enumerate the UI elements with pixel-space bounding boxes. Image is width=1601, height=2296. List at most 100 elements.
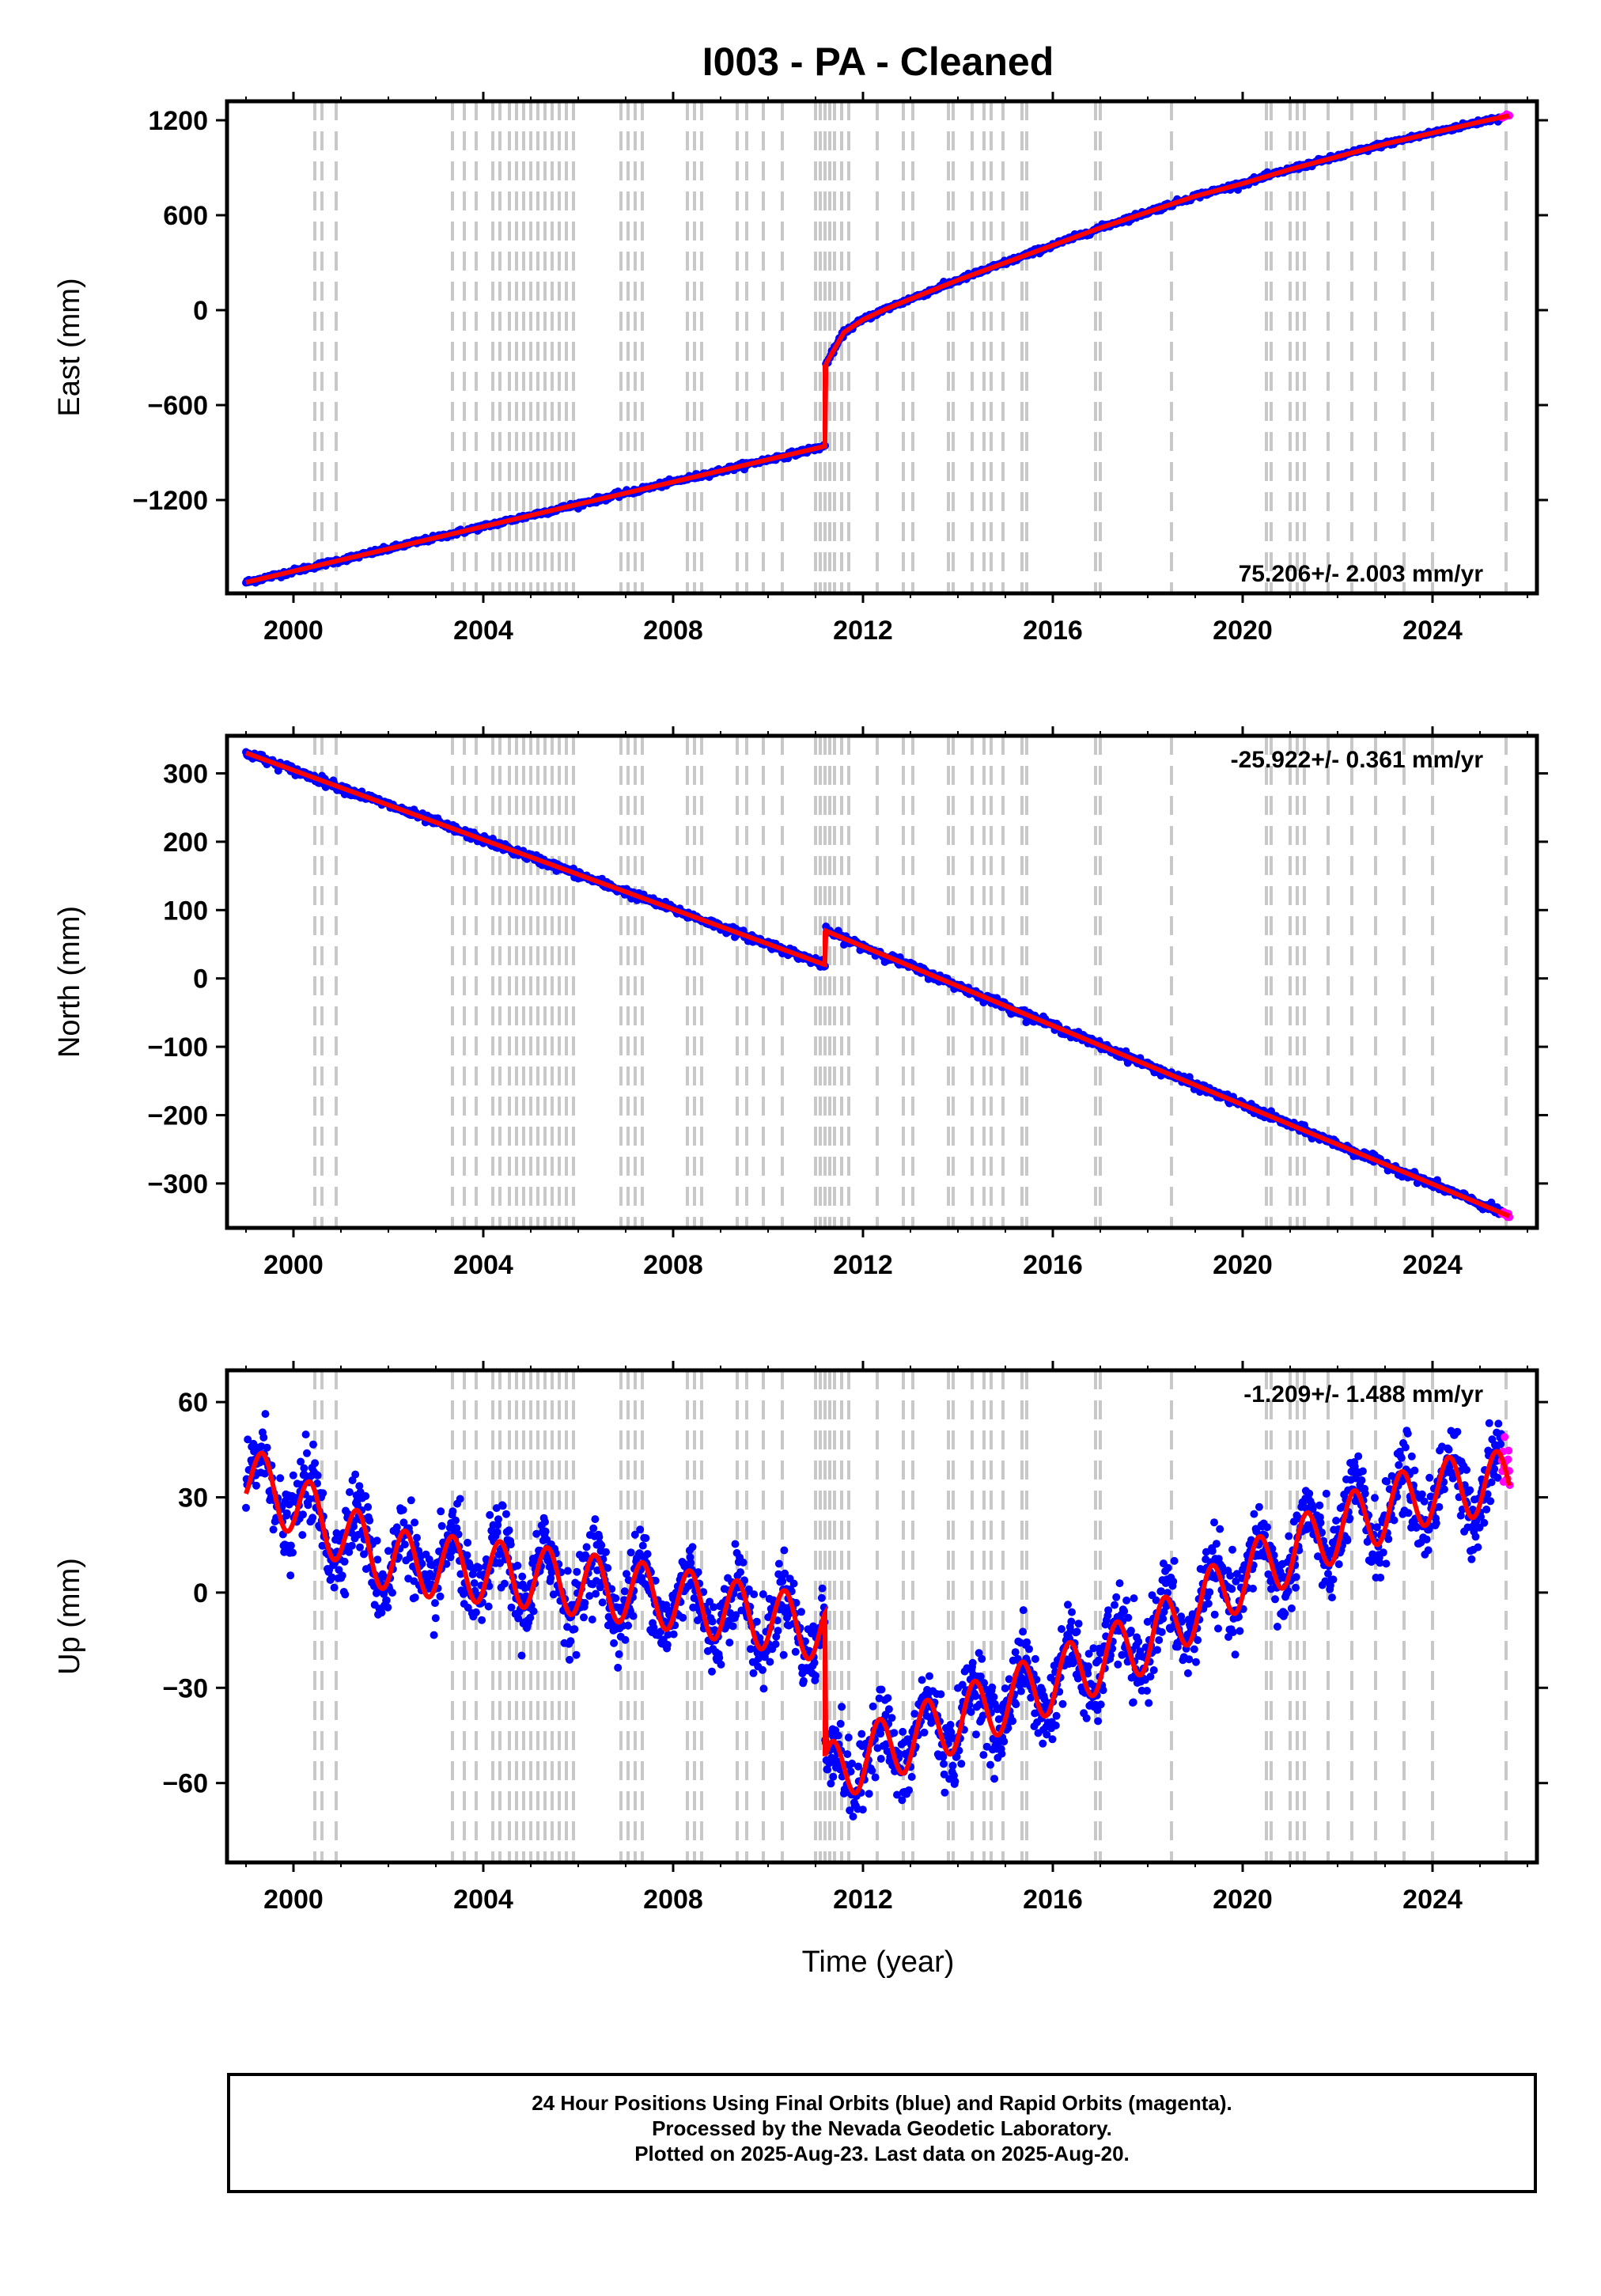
data-point — [588, 1616, 596, 1623]
data-point — [526, 1613, 535, 1622]
data-point — [636, 1525, 645, 1534]
data-point — [1068, 1608, 1076, 1616]
data-point — [629, 1612, 638, 1620]
data-point — [411, 1518, 419, 1527]
x-tick-label: 2016 — [1023, 1250, 1083, 1280]
data-point — [843, 1750, 852, 1759]
data-point — [1009, 1717, 1017, 1726]
data-point — [951, 1777, 959, 1786]
data-point — [781, 1569, 789, 1578]
data-point — [1305, 1489, 1314, 1498]
data-point — [1292, 1583, 1300, 1592]
data-point — [895, 1750, 904, 1759]
data-point — [592, 1589, 600, 1598]
data-point — [624, 1621, 633, 1630]
data-point — [1226, 1571, 1235, 1580]
data-point — [1228, 1545, 1236, 1554]
data-point — [377, 1608, 386, 1617]
data-point — [365, 1516, 374, 1525]
data-point — [1192, 1658, 1200, 1666]
data-point — [708, 1667, 716, 1676]
data-point — [301, 1430, 310, 1439]
data-point — [759, 1590, 767, 1598]
data-point — [759, 1665, 766, 1674]
data-point — [865, 1790, 873, 1798]
data-point — [957, 1760, 966, 1768]
data-point — [573, 1567, 581, 1576]
data-point — [937, 1690, 945, 1699]
data-point — [797, 1608, 805, 1616]
data-point — [456, 1495, 464, 1503]
data-point — [708, 1617, 717, 1626]
data-point — [710, 1603, 718, 1612]
data-point — [729, 1622, 737, 1631]
data-point — [766, 1658, 774, 1666]
data-point — [1216, 1525, 1224, 1533]
panel-frame — [225, 733, 1539, 1230]
data-point — [286, 1571, 295, 1580]
data-point — [570, 1625, 579, 1634]
data-point — [598, 1598, 607, 1607]
data-point — [502, 1510, 510, 1518]
data-point — [976, 1672, 985, 1680]
data-point — [638, 1541, 647, 1550]
data-point — [869, 1702, 877, 1711]
data-point — [351, 1470, 360, 1479]
data-point — [649, 1623, 658, 1632]
data-point — [572, 1650, 581, 1659]
data-point — [388, 1589, 396, 1597]
data-point — [1334, 1560, 1343, 1569]
data-point — [454, 1530, 463, 1539]
data-point — [373, 1536, 381, 1545]
x-tick-label: 2008 — [643, 616, 703, 646]
data-point — [791, 1647, 800, 1656]
data-point — [1094, 1656, 1103, 1665]
data-point — [812, 1672, 819, 1680]
data-point — [400, 1540, 409, 1549]
data-point — [910, 1710, 919, 1718]
data-point — [920, 1728, 929, 1737]
data-point — [356, 1543, 364, 1552]
data-point — [759, 1684, 768, 1693]
data-point — [1048, 1735, 1057, 1744]
data-point — [780, 1546, 789, 1555]
data-point — [464, 1538, 472, 1547]
y-tick-label: 300 — [163, 760, 208, 790]
y-tick-label: −600 — [147, 391, 208, 421]
data-point — [1332, 1517, 1341, 1525]
data-point — [309, 1440, 317, 1449]
data-point — [1322, 1489, 1330, 1498]
data-point — [1051, 1721, 1060, 1730]
data-point — [1058, 1699, 1067, 1708]
data-point — [282, 1509, 291, 1517]
data-point — [679, 1613, 687, 1622]
data-point — [478, 1616, 486, 1624]
data-point — [341, 1590, 350, 1599]
data-point — [1025, 1645, 1033, 1654]
data-point — [817, 1593, 826, 1602]
y-axis-label: North (mm) — [53, 906, 86, 1058]
data-point — [669, 1630, 678, 1639]
data-point — [838, 1703, 846, 1711]
data-point — [846, 1767, 855, 1776]
data-point — [1114, 1660, 1122, 1669]
event-lines — [313, 736, 1508, 1228]
data-point — [877, 1685, 886, 1694]
data-point — [854, 1762, 862, 1771]
data-point — [1011, 1648, 1020, 1657]
data-point — [1082, 1714, 1091, 1722]
data-point — [736, 1568, 744, 1577]
data-point — [418, 1559, 426, 1568]
data-point — [311, 1459, 320, 1468]
x-tick-label: 2012 — [833, 1250, 893, 1280]
data-point — [1019, 1606, 1028, 1615]
data-point — [437, 1521, 446, 1530]
data-point — [1255, 1502, 1263, 1511]
data-points — [242, 1410, 1514, 1821]
data-point — [946, 1721, 955, 1729]
data-point — [829, 1772, 838, 1781]
data-point — [950, 1771, 958, 1780]
data-point — [286, 1541, 295, 1550]
data-point — [1104, 1606, 1113, 1615]
data-point — [1316, 1518, 1325, 1527]
